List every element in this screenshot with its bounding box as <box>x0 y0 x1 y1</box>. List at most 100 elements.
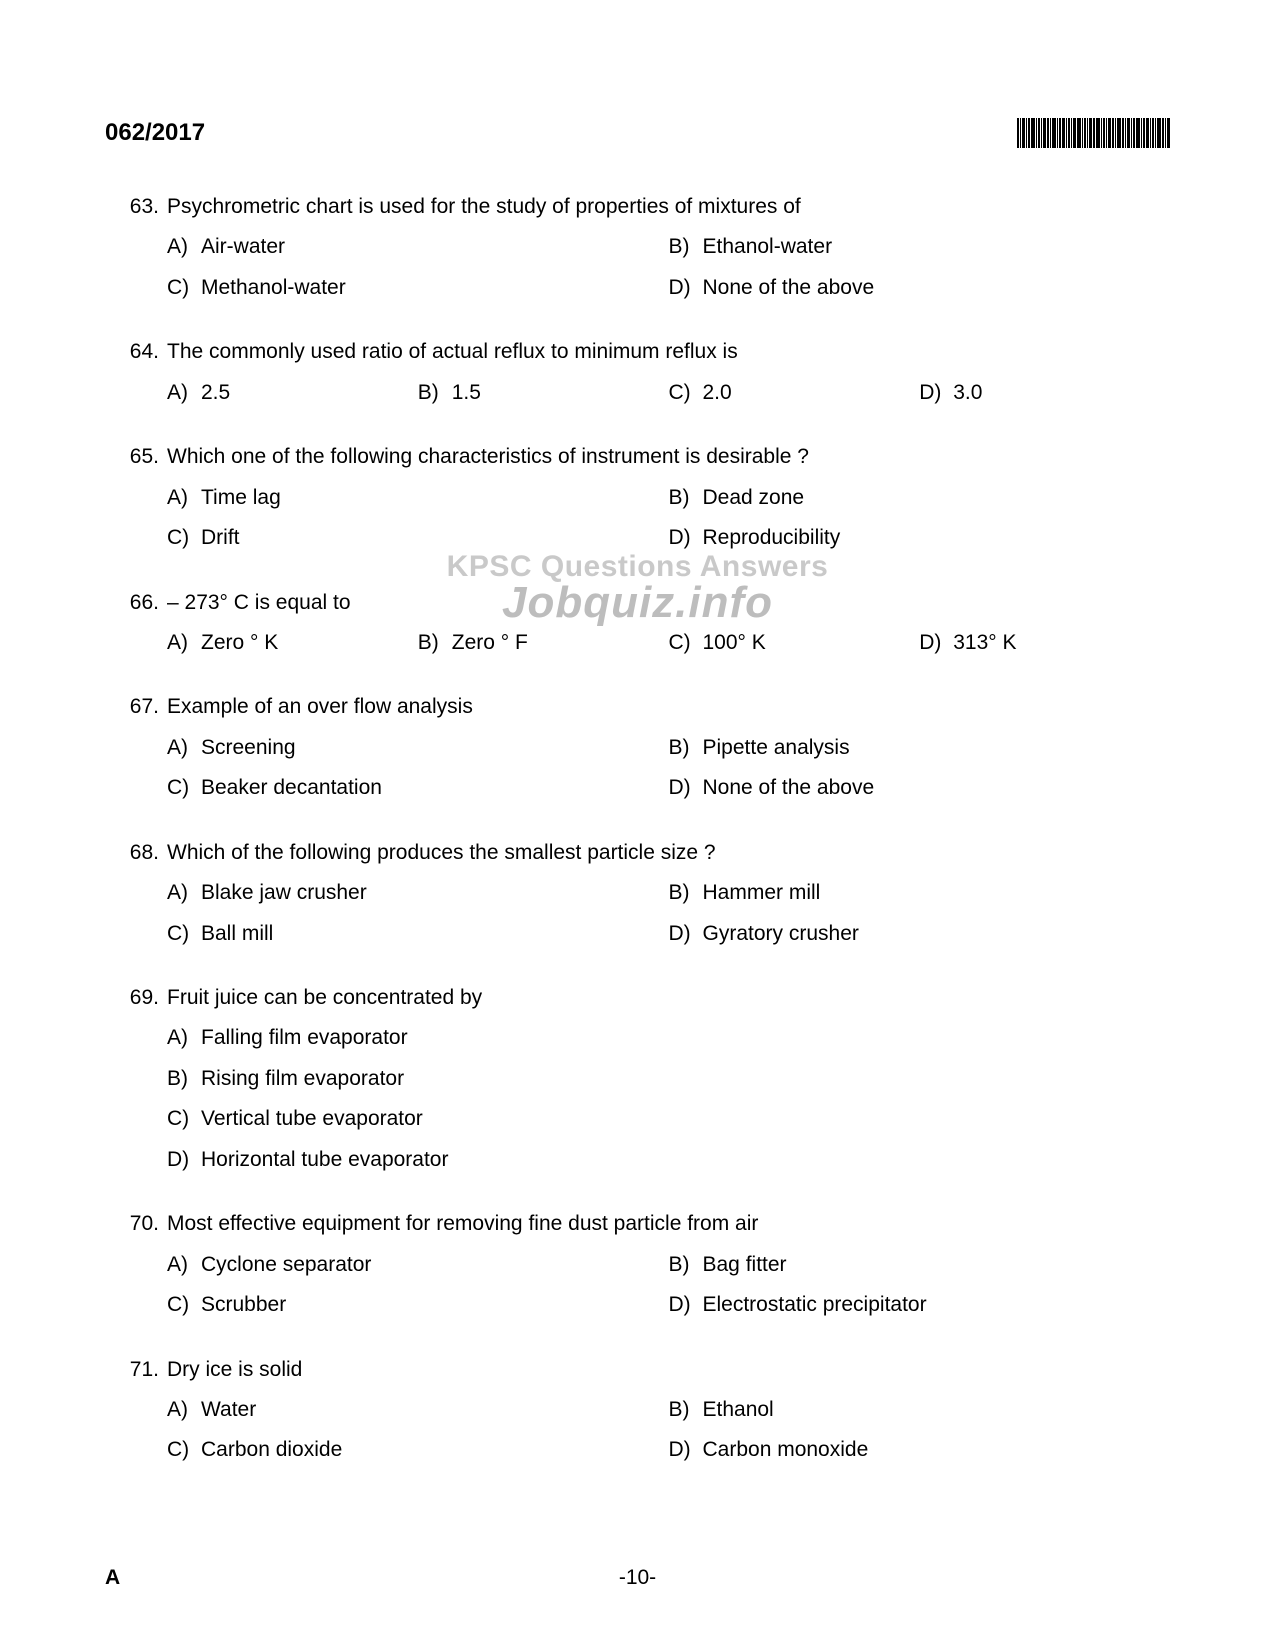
barcode-bar <box>1028 118 1030 148</box>
option: C)Drift <box>167 523 669 553</box>
option: C)Scrubber <box>167 1290 669 1320</box>
barcode-bar <box>1043 118 1046 148</box>
option-label: C) <box>167 523 201 553</box>
barcode-bar <box>1112 118 1114 148</box>
option: A)Falling film evaporator <box>167 1023 1170 1053</box>
option-label: B) <box>669 1250 703 1280</box>
option: C)Methanol-water <box>167 273 669 303</box>
option-label: A) <box>167 878 201 908</box>
barcode-bar <box>1117 118 1121 148</box>
barcode-bar <box>1133 118 1135 148</box>
question-text: Fruit juice can be concentrated by <box>167 983 1170 1013</box>
barcode-bar <box>1108 118 1111 148</box>
page-container: 062/2017 KPSC Questions Answers Jobquiz.… <box>0 0 1275 1560</box>
barcode-bar <box>1150 118 1151 148</box>
options-container: A)Air-water B)Ethanol-waterC)Methanol-wat… <box>123 232 1170 303</box>
option: B)Rising film evaporator <box>167 1064 1170 1094</box>
barcode-bar <box>1066 118 1067 148</box>
option: B)Ethanol-water <box>669 232 1171 262</box>
barcode-bar <box>1093 118 1095 148</box>
option-text: 313° K <box>953 628 1016 658</box>
option-text: Carbon monoxide <box>703 1435 869 1465</box>
option-label: A) <box>167 232 201 262</box>
barcode-bar <box>1026 118 1027 148</box>
option-label: B) <box>669 232 703 262</box>
question-number: 68. <box>123 838 167 868</box>
option: D)Horizontal tube evaporator <box>167 1145 1170 1175</box>
question-text: – 273° C is equal to <box>167 588 1170 618</box>
question-number: 69. <box>123 983 167 1013</box>
question-text: Psychrometric chart is used for the stud… <box>167 192 1170 222</box>
header-row: 062/2017 <box>105 118 1170 148</box>
option-label: D) <box>669 919 703 949</box>
option-label: D) <box>669 523 703 553</box>
option-text: Time lag <box>201 483 281 513</box>
question-row: 63.Psychrometric chart is used for the s… <box>123 192 1170 222</box>
option-text: Ball mill <box>201 919 273 949</box>
option-label: B) <box>669 1395 703 1425</box>
option-text: 3.0 <box>953 378 982 408</box>
option-label: C) <box>167 1290 201 1320</box>
barcode-bar <box>1103 118 1105 148</box>
option: C)Vertical tube evaporator <box>167 1104 1170 1134</box>
barcode-bar <box>1089 118 1092 148</box>
option-text: Cyclone separator <box>201 1250 371 1280</box>
barcode-bar <box>1165 118 1166 148</box>
option: C)Carbon dioxide <box>167 1435 669 1465</box>
option-text: 1.5 <box>452 378 481 408</box>
option-text: Air-water <box>201 232 285 262</box>
option-text: Screening <box>201 733 296 763</box>
option-label: D) <box>669 273 703 303</box>
barcode-bar <box>1155 118 1156 148</box>
question-text: Dry ice is solid <box>167 1355 1170 1385</box>
option-text: 2.0 <box>703 378 732 408</box>
barcode-bar <box>1050 118 1051 148</box>
question-text: Example of an over flow analysis <box>167 692 1170 722</box>
option-label: C) <box>167 919 201 949</box>
options-container: A)Zero ° KB)Zero ° FC)100° KD)313° K <box>123 628 1170 658</box>
option: A)Water <box>167 1395 669 1425</box>
question-number: 70. <box>123 1209 167 1239</box>
barcode-bar <box>1157 118 1161 148</box>
option: C)2.0 <box>669 378 920 408</box>
option-text: Falling film evaporator <box>201 1023 408 1053</box>
option-label: B) <box>669 878 703 908</box>
option: D)Reproducibility <box>669 523 1171 553</box>
option-label: D) <box>669 1435 703 1465</box>
option: A)Blake jaw crusher <box>167 878 669 908</box>
questions-list: 63.Psychrometric chart is used for the s… <box>105 192 1170 1466</box>
footer-set-label: A <box>105 1566 120 1590</box>
option-text: Methanol-water <box>201 273 346 303</box>
footer-page-number: -10- <box>619 1566 656 1590</box>
option-label: D) <box>167 1145 201 1175</box>
options-container: A)Time lagB)Dead zoneC)DriftD)Reproducib… <box>123 483 1170 554</box>
question-number: 67. <box>123 692 167 722</box>
option-label: A) <box>167 628 201 658</box>
paper-code: 062/2017 <box>105 119 205 147</box>
option-text: Electrostatic precipitator <box>703 1290 927 1320</box>
question-number: 63. <box>123 192 167 222</box>
barcode-bar <box>1038 118 1040 148</box>
option: C)Ball mill <box>167 919 669 949</box>
question: 65.Which one of the following characteri… <box>105 442 1170 553</box>
page-footer: A -10- <box>0 1566 1275 1590</box>
question-text: Which one of the following characteristi… <box>167 442 1170 472</box>
option-label: A) <box>167 378 201 408</box>
options-container: A)ScreeningB)Pipette analysisC)Beaker de… <box>123 733 1170 804</box>
barcode-bar <box>1059 118 1061 148</box>
option-label: B) <box>669 483 703 513</box>
option-text: Beaker decantation <box>201 773 382 803</box>
option: A)Cyclone separator <box>167 1250 669 1280</box>
barcode <box>1017 118 1170 148</box>
barcode-bar <box>1047 118 1049 148</box>
barcode-bar <box>1106 118 1107 148</box>
option-label: C) <box>669 628 703 658</box>
option-label: C) <box>669 378 703 408</box>
question-row: 66.– 273° C is equal to <box>123 588 1170 618</box>
barcode-bar <box>1031 118 1035 148</box>
option: D)None of the above <box>669 273 1171 303</box>
barcode-bar <box>1162 118 1164 148</box>
option: C)Beaker decantation <box>167 773 669 803</box>
option-label: C) <box>167 1435 201 1465</box>
option-text: Horizontal tube evaporator <box>201 1145 448 1175</box>
